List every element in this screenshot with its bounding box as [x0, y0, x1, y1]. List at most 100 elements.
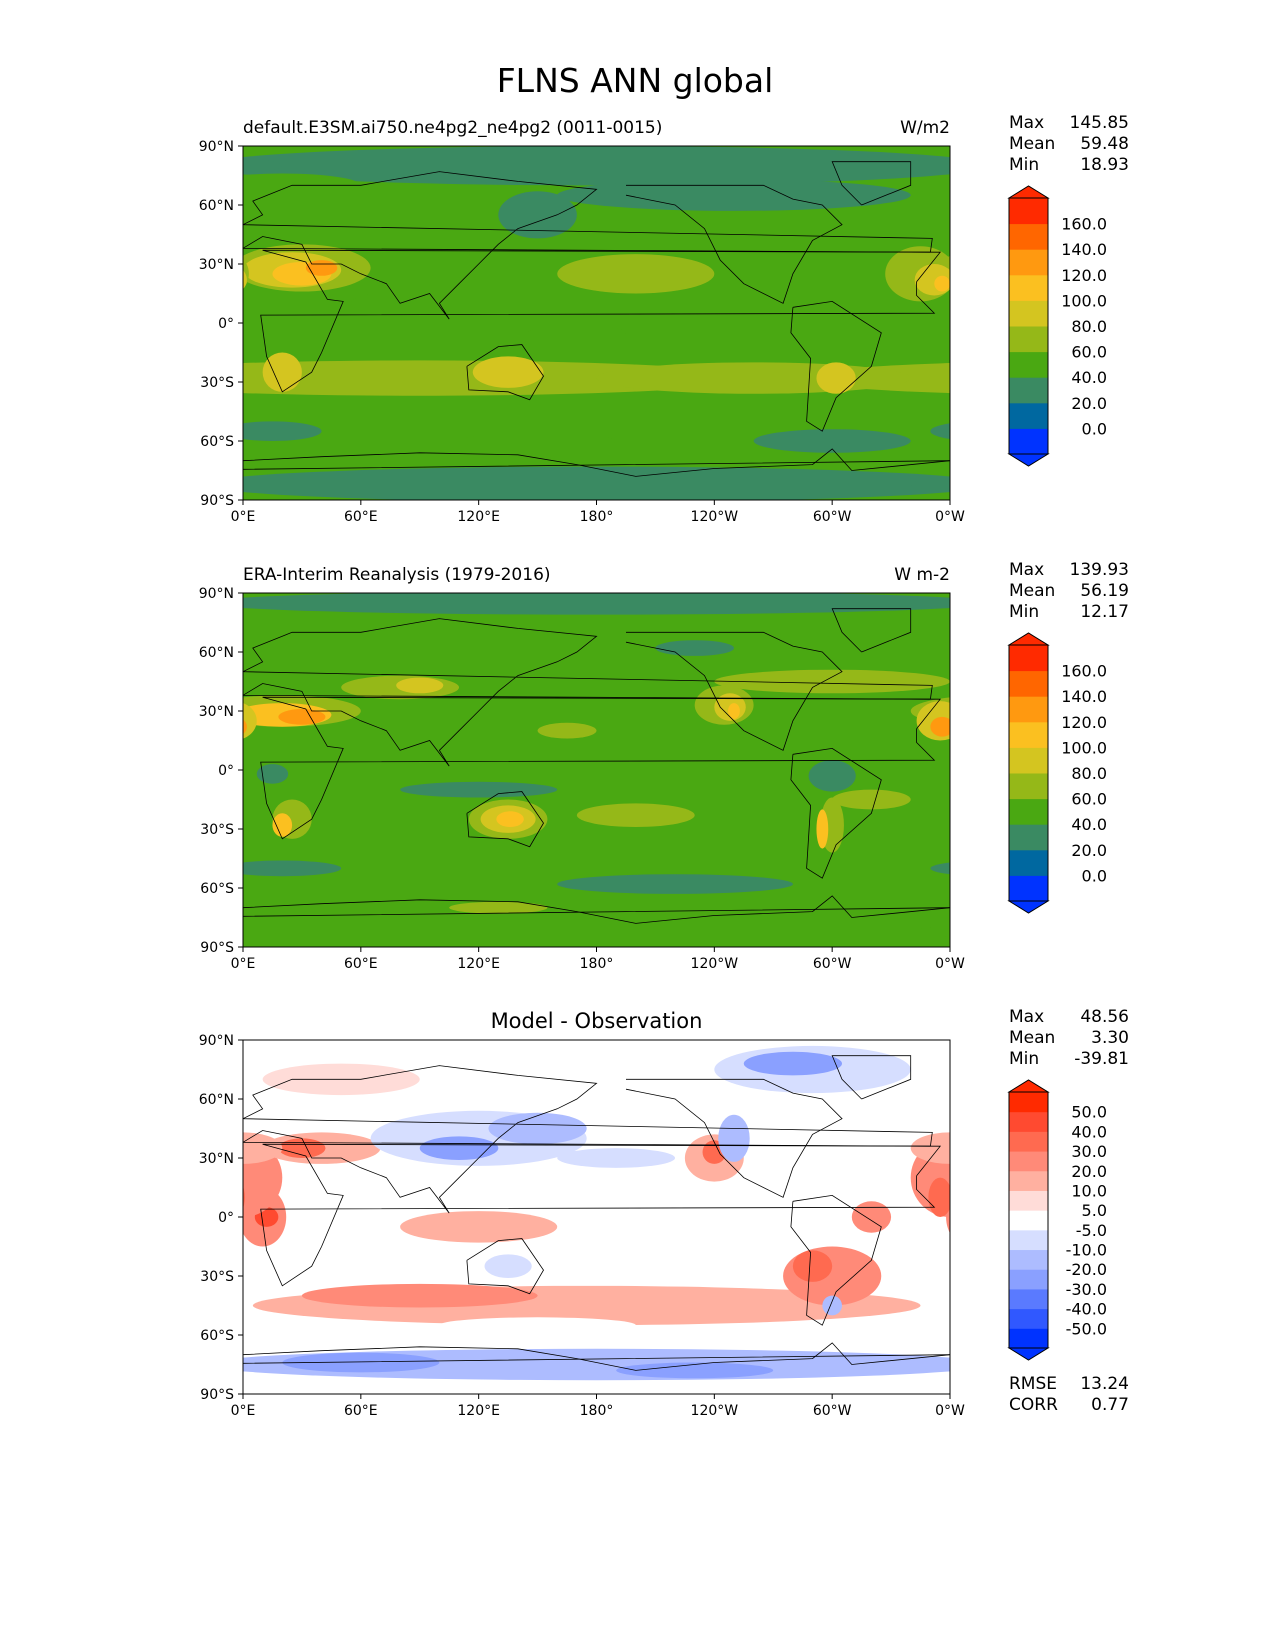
stat-value: 3.30 [1091, 1028, 1129, 1048]
colorbar-label: 80.0 [1071, 317, 1107, 336]
colorbar-segment [1009, 747, 1048, 774]
colorbar-extend-max [1007, 632, 1050, 646]
contour-region [910, 175, 950, 196]
colorbar-label: 40.0 [1071, 1122, 1107, 1141]
colorbar-label: 5.0 [1082, 1201, 1107, 1220]
lat-tick-label: 0° [218, 763, 234, 779]
stat-value: 59.48 [1080, 134, 1129, 154]
contour-region [109, 362, 148, 393]
contour-field [0, 1040, 1275, 1394]
colorbar-label: 160.0 [1061, 215, 1107, 234]
contour-region [1103, 678, 1150, 694]
coastline [260, 249, 942, 393]
contour-region [930, 716, 950, 737]
colorbar-segment [1009, 223, 1048, 250]
contour-region [851, 1201, 892, 1233]
contour-region [282, 1352, 440, 1373]
colorbar-segment [1009, 377, 1048, 404]
lon-tick-label: 180° [580, 509, 614, 525]
coastline [125, 162, 204, 205]
contour-region [928, 1177, 950, 1217]
contour-region [930, 862, 950, 875]
contour-region [1264, 179, 1275, 210]
lon-tick-label: 180° [580, 1403, 614, 1419]
lat-tick-label: 30°S [200, 822, 234, 838]
lon-tick-label: 60°E [344, 509, 378, 525]
lon-tick-label: 180° [580, 956, 614, 972]
colorbar-segment [1009, 849, 1048, 876]
lon-tick-label: 120°E [457, 1403, 500, 1419]
lat-tick-label: 90°S [200, 940, 234, 956]
coastline [0, 172, 225, 320]
colorbar-segment [1009, 1092, 1048, 1113]
coastline [790, 1194, 882, 1326]
lon-tick-label: 0°E [231, 956, 256, 972]
map-panel-2: 90°N 60°N 30°N 0° 30°S 60°S 90°S0°E 60°E 120°E 18… [0, 560, 1254, 972]
colorbar-label: 140.0 [1061, 240, 1107, 259]
stat-label: Max [1009, 1007, 1044, 1027]
coastline [0, 185, 135, 303]
stat-value: 12.17 [1080, 602, 1129, 622]
colorbar-segment [1009, 1131, 1048, 1152]
contour-region [7, 1046, 203, 1093]
colorbar-frame [1008, 197, 1049, 455]
contour-region [1235, 325, 1275, 341]
colorbar-extend-min [1007, 1347, 1050, 1361]
lon-tick-label: 0°W [935, 956, 965, 972]
contour-region [910, 157, 950, 175]
contour-region [243, 702, 257, 739]
contour-region [718, 1114, 750, 1162]
coastline [831, 608, 912, 653]
contour-region [243, 926, 283, 937]
colorbar-label: 40.0 [1071, 368, 1107, 387]
contour-region [1205, 191, 1275, 238]
contour-region [496, 811, 524, 828]
colorbar-segment [1009, 1328, 1048, 1349]
stat-label: Mean [1009, 581, 1055, 601]
contour-region [832, 789, 911, 810]
contour-region [109, 809, 121, 848]
contour-region [910, 1357, 950, 1372]
contour-region [262, 352, 302, 392]
coastline [0, 619, 225, 767]
figure-title: FLNS ANN global [497, 61, 774, 100]
stat-value: 48.56 [1080, 1007, 1129, 1027]
lon-tick-label: 120°W [691, 956, 739, 972]
contour-region [102, 760, 149, 791]
contour-region [964, 764, 995, 784]
lat-tick-label: 90°S [200, 493, 234, 509]
stat-value: 18.93 [1080, 155, 1129, 175]
panel-title-left: ERA-Interim Reanalysis (1979-2016) [243, 565, 551, 585]
colorbar-segment [1009, 773, 1048, 800]
contour-region [1146, 1317, 1275, 1333]
colorbar: 0.0 20.0 40.0 60.0 80.0 100.0 120.0 140.0 160.0 [1007, 185, 1107, 467]
contour-region [616, 1362, 774, 1379]
contour-region [272, 813, 293, 837]
colorbar-segment [1009, 1210, 1048, 1231]
contour-region [910, 1132, 950, 1164]
colorbar-label: -10.0 [1066, 1241, 1107, 1260]
background-level [243, 1040, 950, 1394]
contour-region [243, 157, 283, 175]
coastline [466, 344, 544, 401]
colorbar-label: 160.0 [1061, 662, 1107, 681]
contour-region [934, 275, 950, 292]
coastline [0, 1066, 225, 1214]
contour-region [21, 703, 33, 719]
stat-label: Min [1009, 155, 1039, 175]
colorbar-segment [1009, 198, 1048, 225]
contour-region [243, 466, 950, 500]
contour-region [962, 1207, 986, 1227]
colorbar-segment [1009, 824, 1048, 851]
contour-region [816, 809, 829, 849]
panel-units: W m-2 [894, 565, 950, 585]
lon-tick-label: 60°E [344, 1403, 378, 1419]
lat-tick-label: 90°S [200, 1387, 234, 1403]
colorbar-label: -50.0 [1066, 1319, 1107, 1338]
colorbar-label: 40.0 [1071, 815, 1107, 834]
contour-region [1156, 902, 1254, 914]
stat-label: Min [1009, 602, 1039, 622]
contour-region [0, 685, 47, 724]
colorbar-label: 100.0 [1061, 291, 1107, 310]
colorbar-segment [1009, 1151, 1048, 1172]
